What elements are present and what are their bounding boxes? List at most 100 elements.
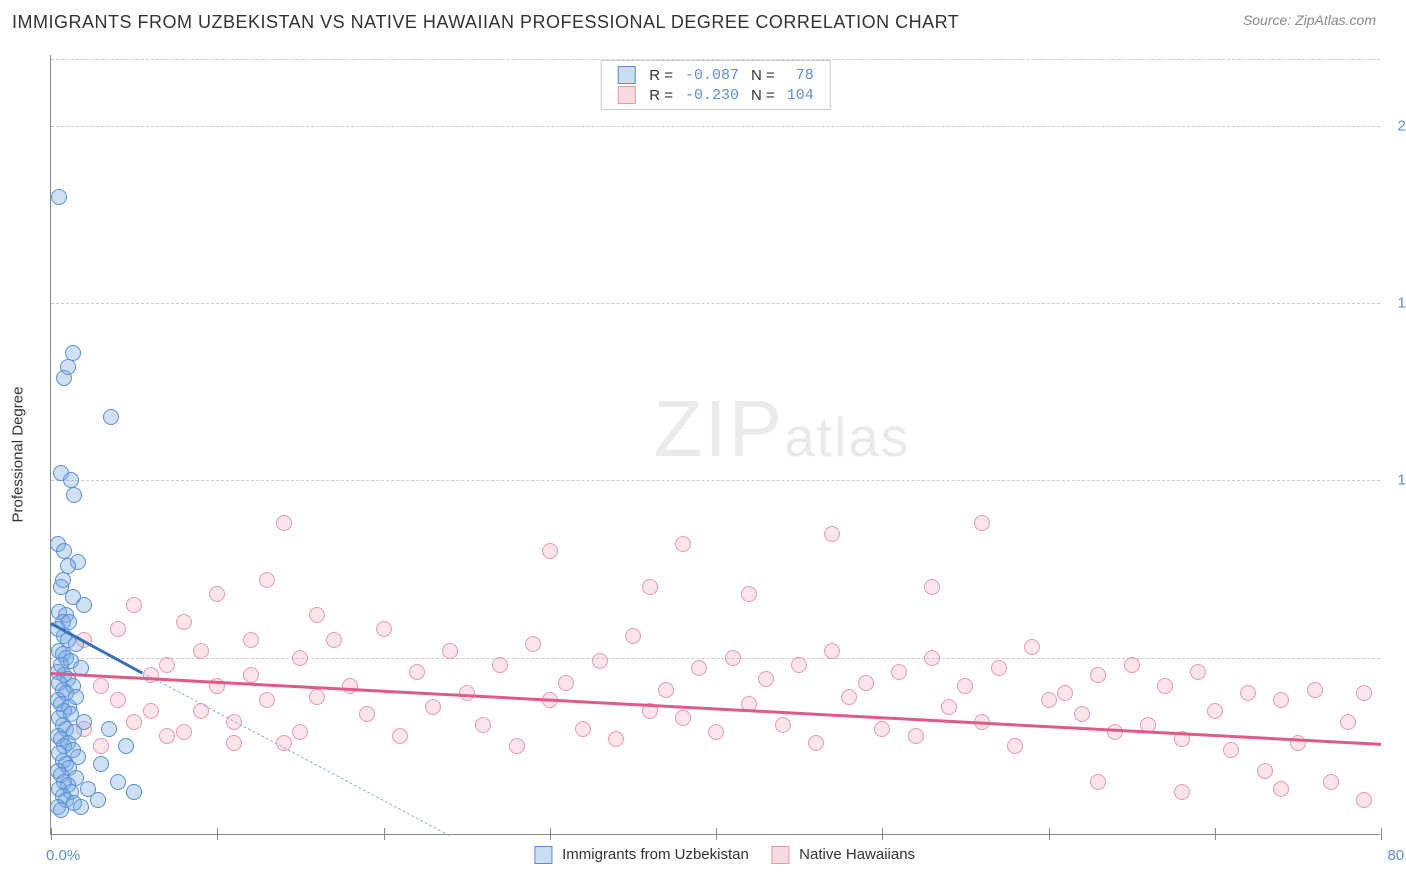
data-point-s1 — [110, 774, 126, 790]
x-tick — [882, 828, 883, 840]
data-point-s1 — [118, 738, 134, 754]
data-point-s2 — [93, 678, 109, 694]
data-point-s2 — [858, 675, 874, 691]
data-point-s2 — [775, 717, 791, 733]
data-point-s2 — [392, 728, 408, 744]
data-point-s2 — [259, 572, 275, 588]
data-point-s2 — [991, 660, 1007, 676]
data-point-s2 — [276, 515, 292, 531]
data-point-s2 — [243, 632, 259, 648]
data-point-s2 — [575, 721, 591, 737]
data-point-s2 — [1240, 685, 1256, 701]
data-point-s2 — [525, 636, 541, 652]
data-point-s2 — [159, 657, 175, 673]
grid-line — [51, 126, 1380, 127]
data-point-s2 — [658, 682, 674, 698]
data-point-s2 — [1090, 667, 1106, 683]
data-point-s1 — [76, 597, 92, 613]
data-point-s1 — [73, 799, 89, 815]
data-point-s2 — [1124, 657, 1140, 673]
data-point-s2 — [625, 628, 641, 644]
correlation-legend: R = -0.087 N = 78 R = -0.230 N = 104 — [600, 60, 831, 110]
data-point-s2 — [725, 650, 741, 666]
data-point-s2 — [342, 678, 358, 694]
data-point-s2 — [558, 675, 574, 691]
data-point-s2 — [941, 699, 957, 715]
data-point-s2 — [841, 689, 857, 705]
data-point-s2 — [376, 621, 392, 637]
data-point-s2 — [592, 653, 608, 669]
data-point-s2 — [126, 714, 142, 730]
data-point-s2 — [957, 678, 973, 694]
watermark: ZIPatlas — [654, 383, 911, 475]
data-point-s2 — [259, 692, 275, 708]
data-point-s2 — [1307, 682, 1323, 698]
trend-extension-s1 — [142, 672, 450, 836]
scatter-plot-area: ZIPatlas R = -0.087 N = 78 R = -0.230 N … — [50, 55, 1380, 835]
data-point-s1 — [51, 189, 67, 205]
chart-title: IMMIGRANTS FROM UZBEKISTAN VS NATIVE HAW… — [12, 12, 959, 33]
data-point-s2 — [1057, 685, 1073, 701]
data-point-s2 — [1107, 724, 1123, 740]
swatch-s2-icon — [617, 86, 635, 104]
data-point-s2 — [475, 717, 491, 733]
legend-row-s2: R = -0.230 N = 104 — [611, 85, 820, 105]
data-point-s2 — [143, 703, 159, 719]
data-point-s2 — [425, 699, 441, 715]
y-tick-label: 15.0% — [1385, 295, 1406, 312]
data-point-s2 — [1323, 774, 1339, 790]
data-point-s2 — [1007, 738, 1023, 754]
legend-row-s1: R = -0.087 N = 78 — [611, 65, 820, 85]
data-point-s2 — [1207, 703, 1223, 719]
data-point-s2 — [209, 586, 225, 602]
data-point-s2 — [509, 738, 525, 754]
series-1-name: Immigrants from Uzbekistan — [562, 846, 749, 863]
data-point-s2 — [791, 657, 807, 673]
data-point-s2 — [974, 515, 990, 531]
data-point-s2 — [1024, 639, 1040, 655]
data-point-s2 — [159, 728, 175, 744]
x-tick — [384, 828, 385, 840]
data-point-s1 — [93, 756, 109, 772]
series-2-name: Native Hawaiians — [799, 846, 915, 863]
data-point-s2 — [1273, 692, 1289, 708]
data-point-s2 — [110, 692, 126, 708]
data-point-s2 — [924, 650, 940, 666]
data-point-s2 — [1074, 706, 1090, 722]
data-point-s2 — [292, 650, 308, 666]
data-point-s2 — [741, 586, 757, 602]
x-tick — [1215, 828, 1216, 840]
data-point-s1 — [90, 792, 106, 808]
y-tick-label: 20.0% — [1385, 117, 1406, 134]
data-point-s2 — [176, 614, 192, 630]
data-point-s1 — [101, 721, 117, 737]
data-point-s2 — [891, 664, 907, 680]
r-value-s1: -0.087 — [679, 65, 745, 85]
data-point-s1 — [56, 370, 72, 386]
data-point-s2 — [1174, 784, 1190, 800]
data-point-s2 — [442, 643, 458, 659]
data-point-s2 — [110, 621, 126, 637]
x-tick-label-right: 80.0% — [1387, 847, 1406, 864]
data-point-s2 — [326, 632, 342, 648]
data-point-s2 — [675, 536, 691, 552]
x-tick — [1381, 828, 1382, 840]
data-point-s2 — [492, 657, 508, 673]
x-tick — [550, 828, 551, 840]
data-point-s2 — [542, 543, 558, 559]
data-point-s2 — [1041, 692, 1057, 708]
n-value-s2: 104 — [781, 85, 820, 105]
data-point-s2 — [924, 579, 940, 595]
data-point-s2 — [608, 731, 624, 747]
x-tick — [51, 828, 52, 840]
x-tick — [1049, 828, 1050, 840]
data-point-s2 — [359, 706, 375, 722]
data-point-s2 — [1340, 714, 1356, 730]
y-tick-label: 10.0% — [1385, 472, 1406, 489]
data-point-s2 — [1190, 664, 1206, 680]
data-point-s2 — [176, 724, 192, 740]
data-point-s1 — [66, 487, 82, 503]
data-point-s2 — [93, 738, 109, 754]
data-point-s2 — [675, 710, 691, 726]
data-point-s2 — [758, 671, 774, 687]
